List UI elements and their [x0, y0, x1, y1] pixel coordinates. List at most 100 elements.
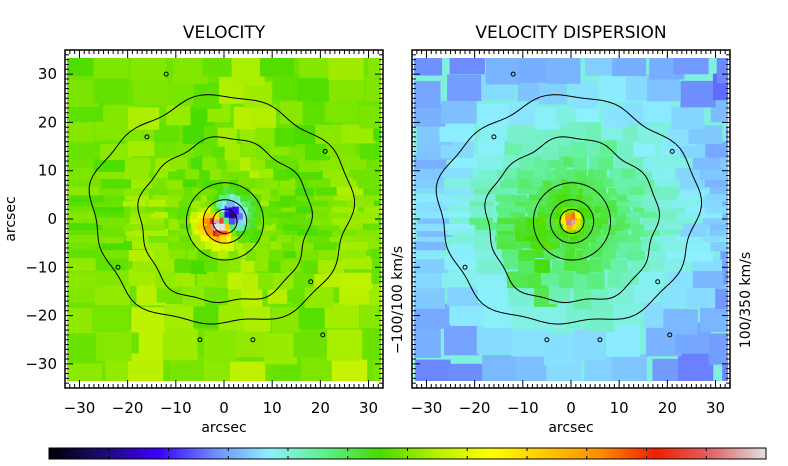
map-bin	[126, 233, 151, 242]
map-bin	[100, 186, 131, 196]
map-bin	[555, 167, 567, 180]
map-bin	[609, 283, 632, 305]
map-bin	[182, 194, 195, 203]
map-bin	[499, 200, 518, 208]
map-bin	[563, 223, 570, 231]
map-bin	[242, 234, 252, 243]
map-bin	[572, 233, 580, 242]
map-bin	[558, 271, 576, 289]
map-bin	[247, 177, 258, 188]
map-bin	[551, 216, 559, 224]
map-bin	[447, 74, 483, 102]
map-bin	[510, 210, 526, 218]
map-bin	[250, 198, 260, 207]
map-bin	[582, 246, 594, 259]
map-bin	[257, 222, 267, 230]
map-bin	[328, 199, 355, 207]
map-bin	[260, 199, 271, 207]
map-bin	[701, 200, 728, 208]
map-bin	[162, 329, 198, 361]
map-bin	[253, 192, 264, 201]
map-bin	[441, 210, 471, 218]
map-bin	[537, 210, 548, 218]
map-bin	[67, 58, 95, 76]
map-bin	[365, 74, 381, 101]
map-bin	[414, 200, 450, 208]
map-bin	[417, 234, 454, 242]
velocity-xlabel: arcsec	[201, 420, 246, 436]
map-bin	[538, 222, 549, 230]
map-bin	[130, 58, 167, 81]
map-bin	[626, 210, 641, 218]
map-bin	[590, 223, 597, 231]
map-bin	[191, 200, 202, 208]
map-bin	[580, 239, 589, 249]
map-bin	[566, 122, 586, 141]
map-bin	[643, 99, 672, 123]
map-bin	[318, 223, 342, 231]
map-bin	[469, 217, 493, 226]
map-bin	[190, 204, 201, 212]
map-bin	[613, 300, 641, 327]
map-bin	[514, 222, 530, 231]
map-bin	[548, 283, 571, 305]
map-bin	[360, 143, 381, 160]
map-bin	[607, 187, 620, 197]
map-bin	[336, 186, 364, 195]
map-bin	[607, 240, 620, 250]
map-bin	[710, 242, 728, 252]
map-bin	[561, 235, 569, 243]
map-bin	[212, 229, 220, 237]
map-bin	[240, 194, 248, 202]
map-bin	[264, 223, 277, 232]
map-bin	[219, 216, 226, 224]
isophote-contour	[559, 208, 585, 234]
map-bin	[229, 221, 237, 230]
map-bin	[370, 247, 381, 260]
map-bin	[230, 198, 238, 207]
map-bin	[233, 206, 240, 214]
map-bin	[268, 210, 281, 218]
map-bin	[550, 239, 561, 249]
map-bin	[304, 144, 331, 161]
map-bin	[683, 222, 711, 230]
isophote-contour	[185, 182, 264, 261]
map-bin	[506, 271, 530, 289]
map-bin	[263, 333, 298, 365]
map-bin	[123, 199, 147, 207]
map-bin	[582, 187, 591, 196]
map-bin	[67, 211, 99, 219]
map-bin	[678, 353, 714, 381]
map-bin	[363, 186, 381, 196]
map-bin	[710, 222, 728, 230]
map-bin	[538, 303, 566, 329]
map-bin	[241, 286, 263, 308]
map-bin	[414, 58, 443, 76]
map-bin	[281, 204, 297, 212]
map-bin	[594, 205, 603, 213]
map-bin	[67, 246, 103, 259]
map-bin	[566, 218, 573, 226]
map-bin	[234, 223, 242, 231]
map-bin	[169, 155, 188, 170]
map-bin	[192, 187, 204, 196]
map-bin	[644, 205, 663, 213]
map-bin	[124, 167, 150, 180]
map-bin	[585, 122, 605, 142]
map-bin	[629, 186, 645, 196]
map-bin	[579, 228, 586, 236]
map-bin	[228, 217, 236, 225]
map-bin	[230, 361, 266, 381]
map-bin	[654, 176, 677, 187]
map-bin	[600, 211, 610, 219]
map-bin	[132, 259, 158, 273]
map-bin	[227, 158, 241, 172]
map-bin	[602, 247, 616, 259]
map-bin	[211, 241, 221, 252]
map-bin	[573, 328, 606, 361]
map-bin	[639, 210, 658, 218]
isophote-contour	[212, 208, 238, 234]
map-bin	[621, 166, 638, 179]
map-bin	[167, 211, 183, 219]
map-bin	[641, 228, 661, 236]
